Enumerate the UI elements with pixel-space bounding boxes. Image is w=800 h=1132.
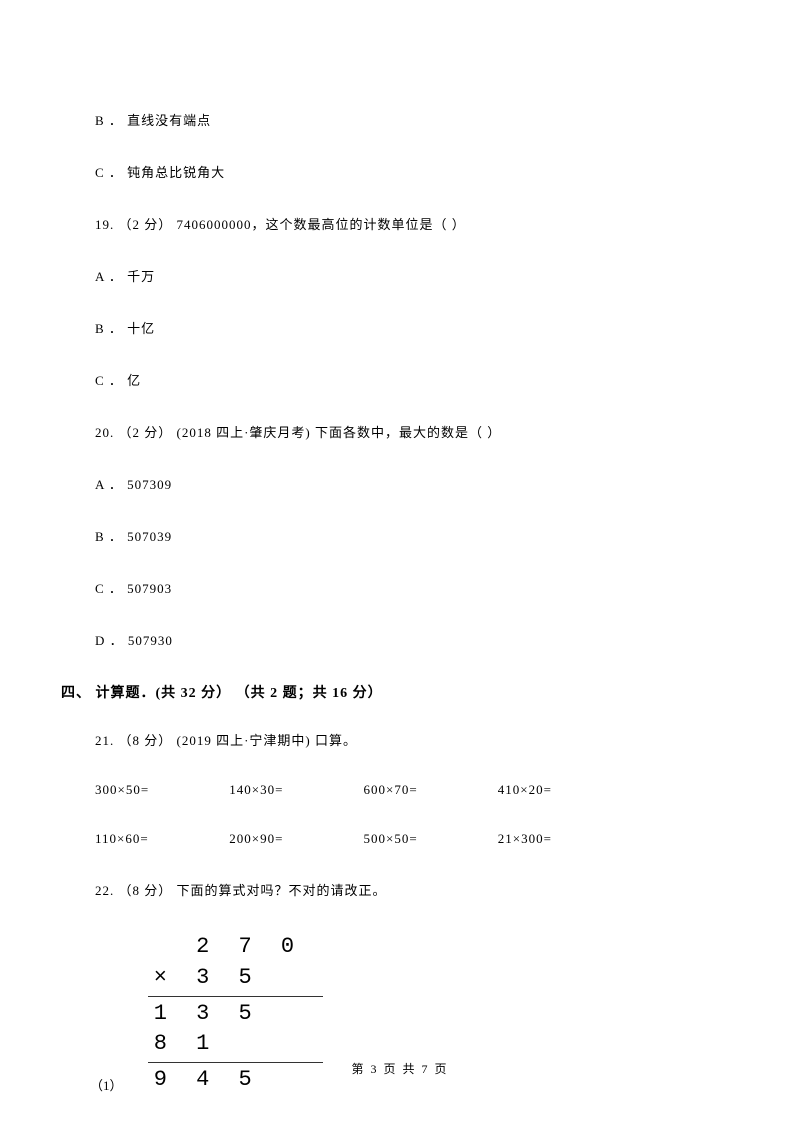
q20-option-c: C ． 507903 — [95, 578, 705, 597]
calc-2-3: 500×50= — [364, 831, 494, 847]
mult-hr-1 — [148, 996, 323, 997]
q19-option-c: C ． 亿 — [95, 370, 705, 389]
option-c-angle: C ． 钝角总比锐角大 — [95, 162, 705, 181]
mult-line-2: × 3 5 — [133, 963, 328, 994]
calc-2-4: 21×300= — [498, 831, 552, 847]
section-4-heading: 四、 计算题．(共 32 分） （共 2 题；共 16 分） — [61, 682, 705, 702]
calc-2-1: 110×60= — [95, 831, 225, 847]
calc-1-1: 300×50= — [95, 782, 225, 798]
page-footer: 第 3 页 共 7 页 — [0, 1060, 800, 1077]
sub-label-1: （1） — [90, 1075, 123, 1096]
q20-option-b: B ． 507039 — [95, 526, 705, 545]
q20-option-a: A ． 507309 — [95, 474, 705, 493]
calc-1-4: 410×20= — [498, 782, 552, 798]
q20-option-d: D ． 507930 — [95, 630, 705, 649]
mult-line-4: 8 1 — [133, 1029, 328, 1060]
q19-option-b: B ． 十亿 — [95, 318, 705, 337]
question-20: 20. （2 分） (2018 四上·肇庆月考) 下面各数中，最大的数是（ ） — [95, 422, 705, 441]
mult-line-1: 2 7 0 — [133, 932, 328, 963]
calc-1-3: 600×70= — [364, 782, 494, 798]
option-b-line: B ． 直线没有端点 — [95, 110, 705, 129]
question-21: 21. （8 分） (2019 四上·宁津期中) 口算。 — [95, 730, 705, 749]
q19-option-a: A ． 千万 — [95, 266, 705, 285]
question-22: 22. （8 分） 下面的算式对吗？不对的请改正。 — [95, 880, 705, 899]
calc-row-2: 110×60= 200×90= 500×50= 21×300= — [95, 831, 705, 847]
mult-line-3: 1 3 5 — [133, 999, 328, 1030]
calc-row-1: 300×50= 140×30= 600×70= 410×20= — [95, 782, 705, 798]
calc-1-2: 140×30= — [229, 782, 359, 798]
question-19: 19. （2 分） 7406000000，这个数最高位的计数单位是（ ） — [95, 214, 705, 233]
calc-2-2: 200×90= — [229, 831, 359, 847]
